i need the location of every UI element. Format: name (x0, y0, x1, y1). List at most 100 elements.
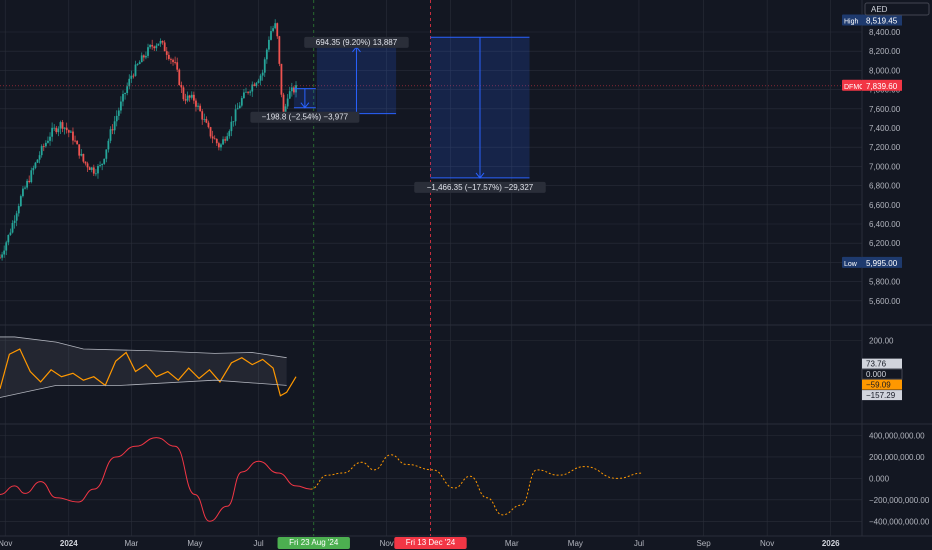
candle-body[interactable] (201, 111, 204, 120)
osc-line[interactable] (0, 348, 297, 397)
candle-body[interactable] (163, 42, 166, 52)
candle-body[interactable] (61, 122, 64, 129)
candle-body[interactable] (236, 108, 239, 110)
candle-body[interactable] (82, 153, 85, 162)
candle-body[interactable] (147, 47, 149, 56)
candle-body[interactable] (3, 250, 6, 255)
oscillator-pane[interactable] (0, 336, 297, 398)
candle-body[interactable] (180, 85, 183, 88)
candle-body[interactable] (251, 84, 254, 92)
candle-body[interactable] (28, 180, 31, 183)
candle-body[interactable] (97, 165, 99, 174)
candle-body[interactable] (247, 91, 249, 93)
measure-label[interactable]: −1,466.35 (−17.57%) −29,327 (414, 181, 546, 193)
candle-body[interactable] (192, 94, 195, 101)
candle-body[interactable] (207, 122, 210, 128)
candle-body[interactable] (228, 131, 231, 137)
candle-body[interactable] (47, 140, 49, 143)
candle-body[interactable] (134, 64, 137, 76)
candle-body[interactable] (165, 51, 168, 55)
price-label-high[interactable]: High 8,519.45 (842, 14, 902, 26)
candle-body[interactable] (122, 94, 124, 102)
candle-body[interactable] (128, 78, 131, 87)
candle-body[interactable] (30, 170, 33, 183)
candle-body[interactable] (276, 23, 279, 37)
cycle-projection-line[interactable] (310, 454, 644, 516)
candle-body[interactable] (257, 80, 260, 83)
candle-body[interactable] (88, 167, 91, 170)
candle-body[interactable] (34, 162, 37, 168)
candle-body[interactable] (136, 64, 139, 65)
candle-body[interactable] (103, 158, 106, 164)
candle-body[interactable] (140, 55, 143, 63)
candle-body[interactable] (67, 130, 70, 133)
candle-body[interactable] (234, 109, 237, 122)
candle-body[interactable] (182, 87, 185, 100)
candle-body[interactable] (26, 180, 29, 188)
candle-body[interactable] (155, 45, 158, 49)
candle-body[interactable] (72, 131, 74, 141)
candle-body[interactable] (5, 242, 8, 251)
candle-body[interactable] (0, 257, 1, 259)
candle-body[interactable] (151, 44, 154, 47)
candle-body[interactable] (149, 44, 151, 48)
vertical-marker-label[interactable]: Fri 23 Aug '24 (277, 537, 350, 549)
candle-body[interactable] (278, 36, 281, 64)
candle-body[interactable] (13, 220, 16, 223)
candle-body[interactable] (293, 87, 295, 93)
candle-body[interactable] (215, 139, 218, 144)
candle-body[interactable] (255, 82, 258, 86)
candle-body[interactable] (203, 118, 206, 120)
osc-band-line[interactable] (0, 336, 287, 359)
candle-body[interactable] (120, 101, 122, 111)
candle-body[interactable] (172, 59, 174, 63)
candle-body[interactable] (176, 62, 179, 70)
candle-body[interactable] (261, 72, 264, 76)
price-label-symbol[interactable]: DFMGI 7,839.60 (842, 79, 902, 91)
candle-body[interactable] (265, 49, 268, 60)
candle-body[interactable] (1, 254, 3, 258)
candle-body[interactable] (282, 94, 285, 117)
candle-body[interactable] (217, 143, 220, 148)
candle-body[interactable] (86, 163, 89, 168)
candle-body[interactable] (167, 54, 170, 59)
candle-body[interactable] (24, 187, 26, 189)
cycle-line[interactable] (0, 437, 311, 522)
measure-label[interactable]: 694.35 (9.20%) 13,887 (304, 36, 409, 48)
candle-body[interactable] (17, 206, 20, 214)
candle-body[interactable] (94, 173, 97, 175)
candle-body[interactable] (57, 128, 60, 133)
candle-body[interactable] (109, 129, 112, 141)
measure-label[interactable]: −198.8 (−2.54%) −3,977 (250, 111, 360, 123)
candle-body[interactable] (55, 127, 58, 133)
candle-body[interactable] (186, 95, 189, 101)
osc-band-line[interactable] (0, 379, 287, 398)
candle-body[interactable] (111, 129, 114, 131)
candle-body[interactable] (99, 165, 101, 166)
candle-body[interactable] (63, 127, 66, 129)
candle-body[interactable] (288, 91, 291, 99)
candle-body[interactable] (243, 92, 245, 99)
candle-body[interactable] (36, 159, 39, 163)
candle-body[interactable] (124, 92, 126, 95)
candle-body[interactable] (197, 105, 199, 107)
candle-body[interactable] (32, 167, 35, 171)
candle-body[interactable] (211, 136, 214, 139)
candle-body[interactable] (59, 122, 62, 129)
price-axis[interactable]: 8,400.008,200.008,000.007,800.007,600.00… (842, 14, 930, 527)
candle-body[interactable] (230, 121, 233, 132)
cycle-pane[interactable] (0, 437, 644, 522)
candle-body[interactable] (188, 95, 191, 98)
candle-body[interactable] (286, 98, 289, 107)
candle-body[interactable] (174, 62, 177, 63)
candle-body[interactable] (232, 121, 235, 123)
candle-body[interactable] (209, 127, 212, 137)
candle-body[interactable] (126, 86, 129, 93)
candle-body[interactable] (249, 91, 252, 93)
candle-body[interactable] (284, 106, 287, 117)
candle-body[interactable] (113, 121, 116, 131)
candle-body[interactable] (22, 188, 24, 197)
candle-body[interactable] (101, 163, 104, 166)
candle-body[interactable] (19, 196, 22, 207)
candle-body[interactable] (138, 62, 141, 65)
